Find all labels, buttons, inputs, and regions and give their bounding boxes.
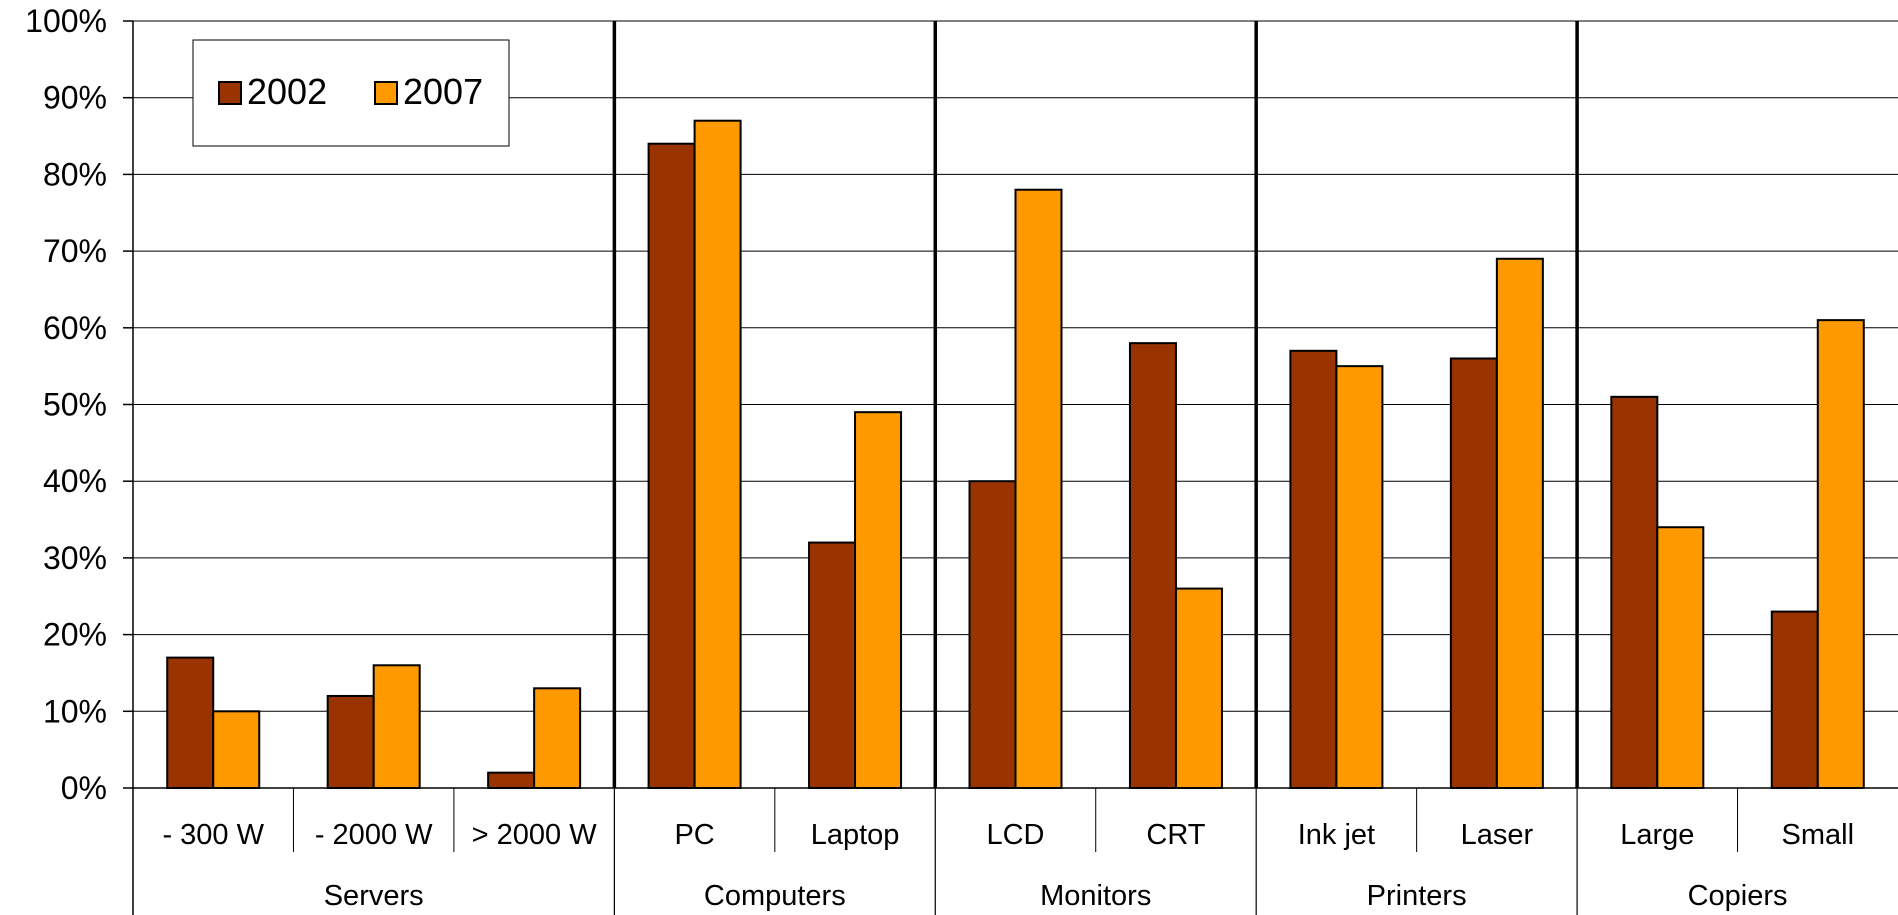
y-tick-label: 20% [43,617,107,653]
bar-2002-10 [1772,612,1818,788]
bar-2007-5 [1016,190,1062,788]
bar-2002-5 [970,481,1016,788]
group-label: Printers [1367,880,1467,912]
bar-2007-6 [1176,589,1222,788]
bar-2007-2 [534,688,580,788]
y-tick-label: 70% [43,233,107,269]
x-tick-label: Ink jet [1298,819,1375,851]
group-label: Copiers [1688,880,1788,912]
bar-2007-4 [855,412,901,788]
bar-2007-0 [213,711,259,788]
bar-2002-6 [1130,343,1176,788]
group-label: Computers [704,880,846,912]
bar-2007-7 [1336,366,1382,788]
bar-2007-3 [695,121,741,788]
x-tick-label: Laser [1461,819,1534,851]
group-label: Monitors [1040,880,1151,912]
x-tick-label: - 300 W [162,819,264,851]
y-tick-label: 10% [43,693,107,729]
legend-label: 2007 [403,71,483,112]
y-tick-label: 90% [43,80,107,116]
x-tick-label: - 2000 W [315,819,433,851]
bar-2002-0 [167,658,213,788]
bar-2002-1 [328,696,374,788]
bar-2007-9 [1657,527,1703,788]
bar-2007-1 [374,665,420,788]
y-tick-label: 60% [43,310,107,346]
x-tick-label: CRT [1146,819,1205,851]
bar-2007-10 [1818,320,1864,788]
x-tick-label: Laptop [811,819,900,851]
bar-2002-9 [1611,397,1657,788]
bar-2002-3 [649,144,695,788]
x-tick-label: PC [674,819,714,851]
legend-swatch-2007 [375,82,397,104]
x-tick-label: Small [1782,819,1855,851]
legend-label: 2002 [247,71,327,112]
x-tick-label: LCD [986,819,1044,851]
bar-2007-8 [1497,259,1543,788]
bar-2002-7 [1290,351,1336,788]
bar-2002-8 [1451,358,1497,788]
x-tick-label: > 2000 W [472,819,598,851]
y-tick-label: 0% [61,770,107,806]
legend-swatch-2002 [219,82,241,104]
y-tick-label: 80% [43,156,107,192]
bar-2002-4 [809,543,855,788]
y-tick-label: 100% [25,3,107,39]
y-tick-label: 50% [43,387,107,423]
y-tick-label: 30% [43,540,107,576]
y-tick-label: 40% [43,463,107,499]
x-tick-label: Large [1620,819,1694,851]
group-label: Servers [324,880,424,912]
bar-2002-2 [488,773,534,788]
